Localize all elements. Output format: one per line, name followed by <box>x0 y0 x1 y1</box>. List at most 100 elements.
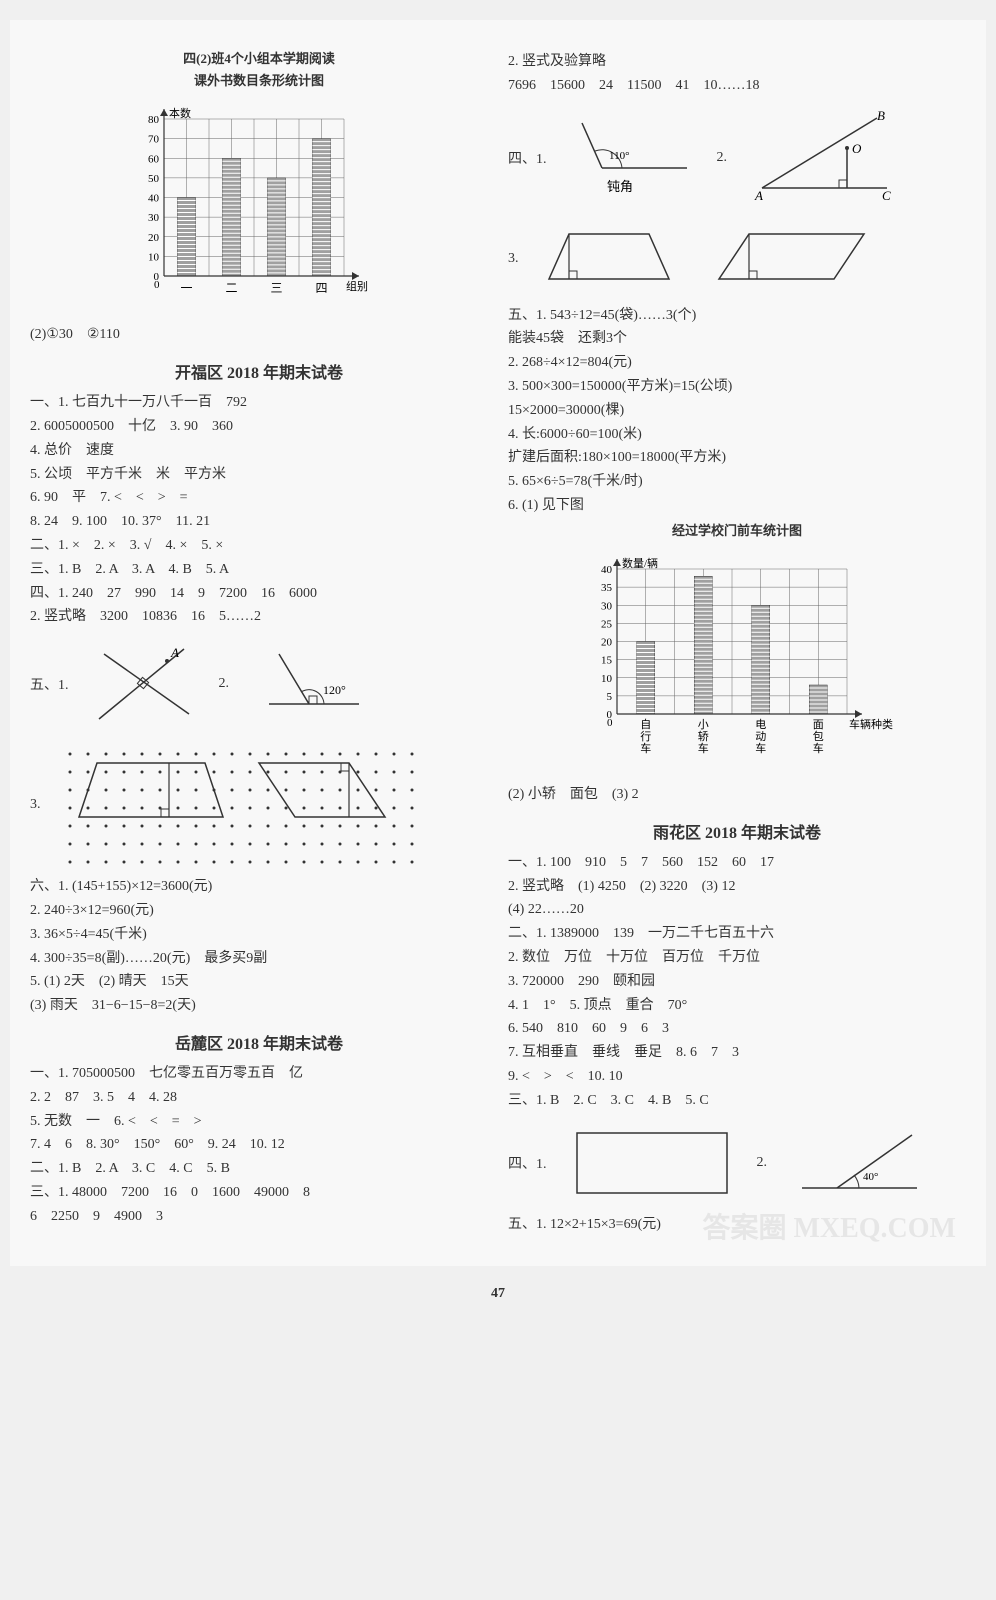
text-line: 6. (1) 见下图 <box>508 494 966 518</box>
svg-text:15: 15 <box>601 655 613 667</box>
angle-120-diagram: 120° <box>249 644 369 724</box>
text-line: 5. 65×6÷5=78(千米/时) <box>508 470 966 494</box>
text-line: 六、1. (145+155)×12=3600(元) <box>30 875 488 899</box>
angle-40-diagram: 40° <box>787 1123 927 1203</box>
text-line: 二、1. 1389000 139 一万二千七百五十六 <box>508 922 966 946</box>
svg-text:O: O <box>852 141 862 156</box>
five-2-label: 2. <box>219 676 230 692</box>
text-line: (3) 雨天 31−6−15−8=2(天) <box>30 994 488 1018</box>
text-line: 4. 1 1° 5. 顶点 重合 70° <box>508 994 966 1018</box>
text-line: 五、1. 543÷12=45(袋)……3(个) <box>508 304 966 328</box>
svg-text:70: 70 <box>148 134 160 146</box>
svg-text:自: 自 <box>640 718 651 731</box>
svg-text:5: 5 <box>607 691 613 703</box>
text-line: 9. < > < 10. 10 <box>508 1065 966 1089</box>
svg-text:40: 40 <box>148 193 160 205</box>
svg-text:车: 车 <box>698 741 709 755</box>
svg-text:110°: 110° <box>609 150 630 162</box>
svg-text:A: A <box>170 645 179 660</box>
svg-text:车: 车 <box>813 741 824 755</box>
svg-text:面: 面 <box>813 719 824 731</box>
svg-text:80: 80 <box>148 114 160 126</box>
six-lines: 六、1. (145+155)×12=3600(元)2. 240÷3×12=960… <box>30 875 488 1018</box>
four-3-label: 3. <box>508 251 519 267</box>
text-line: 三、1. 48000 7200 16 0 1600 49000 8 <box>30 1181 488 1205</box>
text-line: 5. 公顷 平方千米 米 平方米 <box>30 463 488 487</box>
page-number: 47 <box>10 1286 986 1302</box>
text-line: 二、1. × 2. × 3. √ 4. × 5. × <box>30 534 488 558</box>
text-line: 2. 竖式略 (1) 4250 (2) 3220 (3) 12 <box>508 875 966 899</box>
yuelu-title: 岳麓区 2018 年期末试卷 <box>30 1030 488 1054</box>
last-line: 五、1. 12×2+15×3=69(元) <box>508 1213 966 1237</box>
five-3-label: 3. <box>30 797 41 813</box>
left-column: 四(2)班4个小组本学期阅读 课外书数目条形统计图 01020304050607… <box>30 50 488 1236</box>
svg-text:三: 三 <box>270 281 282 295</box>
text-line: 7. 互相垂直 垂线 垂足 8. 6 7 3 <box>508 1041 966 1065</box>
yuelu-continuation: 2. 竖式及验算略7696 15600 24 11500 41 10……18 <box>508 50 966 98</box>
yuelu-four-diagrams: 四、1. 110° 钝角 2. A B C O <box>508 108 966 208</box>
svg-text:10: 10 <box>601 673 613 685</box>
four2-label: 四、1. <box>508 1153 547 1173</box>
kaifu-five-diagrams: 五、1. A 2. 120° <box>30 639 488 729</box>
text-line: 6. 90 平 7. < < > = <box>30 486 488 510</box>
four-label: 四、1. <box>508 148 547 168</box>
svg-text:包: 包 <box>813 730 824 743</box>
chart1-title-1: 四(2)班4个小组本学期阅读 <box>30 50 488 68</box>
text-line: 2. 竖式及验算略 <box>508 50 966 74</box>
trapezoid-height-1 <box>539 224 689 294</box>
text-line: 2. 2 87 3. 5 4 4. 28 <box>30 1086 488 1110</box>
svg-text:数量/辆: 数量/辆 <box>622 556 658 570</box>
svg-text:0: 0 <box>154 279 160 291</box>
text-line: 7. 4 6 8. 30° 150° 60° 9. 24 10. 12 <box>30 1133 488 1157</box>
svg-text:动: 动 <box>755 730 766 743</box>
text-line: 4. 总价 速度 <box>30 439 488 463</box>
svg-text:35: 35 <box>601 582 613 594</box>
five-1-label: 五、1. <box>30 674 69 694</box>
obtuse-angle-diagram: 110° 钝角 <box>567 113 697 203</box>
chart1-title-2: 课外书数目条形统计图 <box>30 72 488 90</box>
svg-text:10: 10 <box>148 252 160 264</box>
svg-text:小: 小 <box>698 718 709 731</box>
svg-text:车: 车 <box>755 741 766 755</box>
text-line: 2. 竖式略 3200 10836 16 5……2 <box>30 605 488 629</box>
svg-text:50: 50 <box>148 173 160 185</box>
svg-text:40: 40 <box>601 564 613 576</box>
svg-text:30: 30 <box>601 600 613 612</box>
text-line: 2. 240÷3×12=960(元) <box>30 899 488 923</box>
text-line: 7696 15600 24 11500 41 10……18 <box>508 74 966 98</box>
text-line: 3. 36×5÷4=45(千米) <box>30 923 488 947</box>
svg-text:车辆种类: 车辆种类 <box>849 717 893 731</box>
svg-text:120°: 120° <box>323 683 346 697</box>
text-line: 2. 268÷4×12=804(元) <box>508 351 966 375</box>
text-line: 5. 无数 一 6. < < = > <box>30 1110 488 1134</box>
yuhua-title: 雨花区 2018 年期末试卷 <box>508 819 966 843</box>
text-line: 4. 300÷35=8(副)……20(元) 最多买9副 <box>30 947 488 971</box>
right-column: 2. 竖式及验算略7696 15600 24 11500 41 10……18 四… <box>508 50 966 1236</box>
parallelogram-height <box>709 224 879 294</box>
text-line: 8. 24 9. 100 10. 37° 11. 21 <box>30 510 488 534</box>
yuelu-four-3-diagram: 3. <box>508 224 966 294</box>
svg-text:二: 二 <box>225 281 237 295</box>
text-line: 二、1. B 2. A 3. C 4. C 5. B <box>30 1157 488 1181</box>
svg-text:车: 车 <box>640 741 651 755</box>
text-line: 一、1. 705000500 七亿零五百万零五百 亿 <box>30 1062 488 1086</box>
kaifu-five-3-diagram: 3. <box>30 745 488 865</box>
text-line: 3. 720000 290 颐和园 <box>508 970 966 994</box>
text-line: 5. (1) 2天 (2) 晴天 15天 <box>30 970 488 994</box>
text-line: 2. 6005000500 十亿 3. 90 360 <box>30 415 488 439</box>
yuelu-lines: 一、1. 705000500 七亿零五百万零五百 亿2. 2 87 3. 5 4… <box>30 1062 488 1229</box>
text-line: 2. 数位 万位 十万位 百万位 千万位 <box>508 946 966 970</box>
svg-text:20: 20 <box>601 636 613 648</box>
text-line: 能装45袋 还剩3个 <box>508 327 966 351</box>
svg-text:组别: 组别 <box>346 279 368 293</box>
yuhua-four-diagrams: 四、1. 2. 40° <box>508 1123 966 1203</box>
text-line: 3. 500×300=150000(平方米)=15(公顷) <box>508 375 966 399</box>
after-chart1: (2)①30 ②110 <box>30 323 488 347</box>
four-2-label: 2. <box>717 150 728 166</box>
text-line: 一、1. 100 910 5 7 560 152 60 17 <box>508 851 966 875</box>
kaifu-title: 开福区 2018 年期末试卷 <box>30 359 488 383</box>
svg-text:本数: 本数 <box>169 106 191 120</box>
svg-text:电: 电 <box>755 718 766 731</box>
text-line: (4) 22……20 <box>508 898 966 922</box>
yuhua-lines: 一、1. 100 910 5 7 560 152 60 172. 竖式略 (1)… <box>508 851 966 1113</box>
